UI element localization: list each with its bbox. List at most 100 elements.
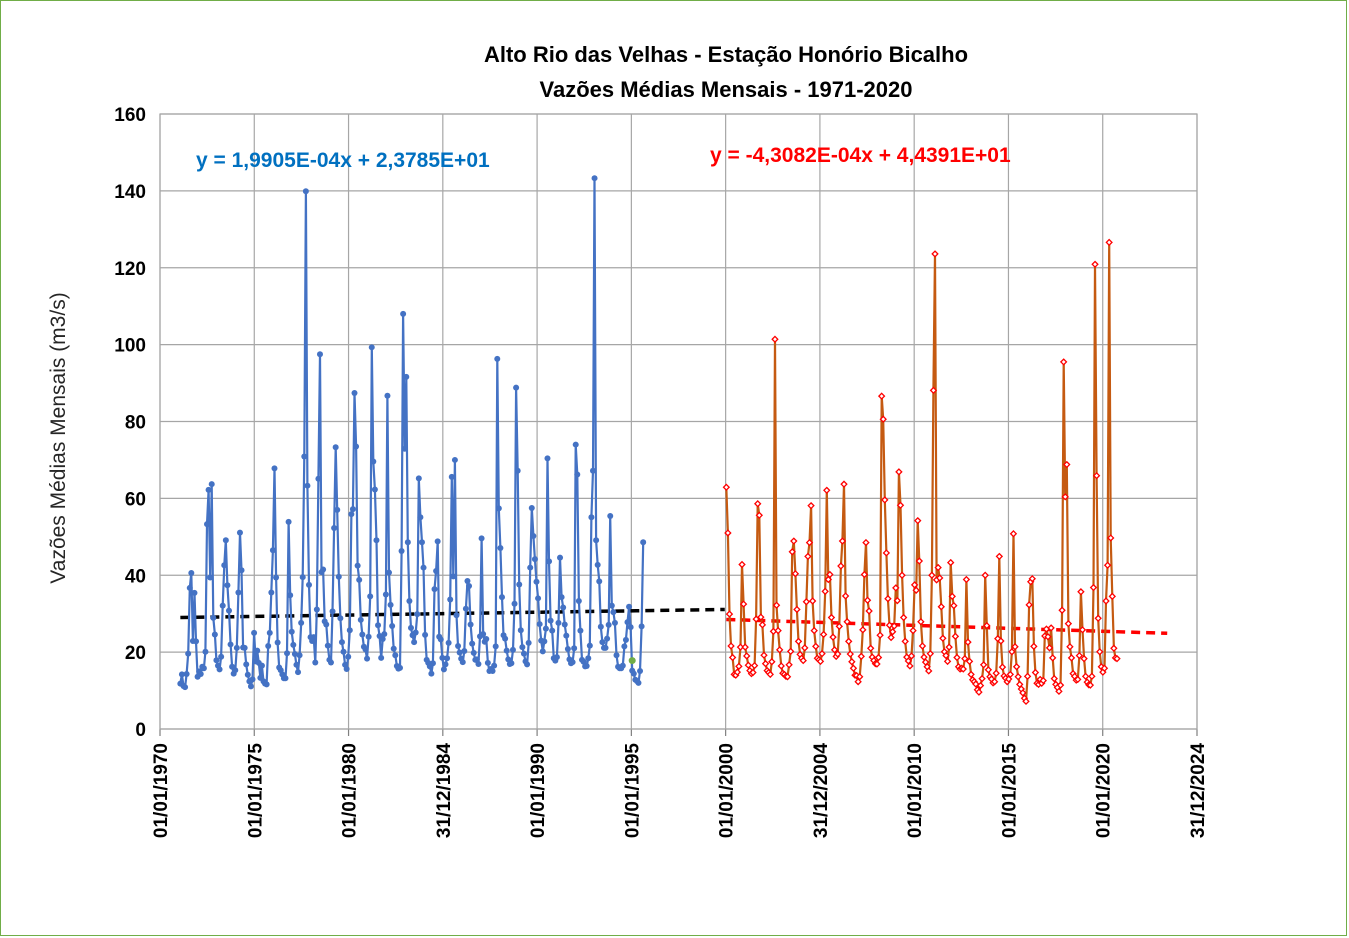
series-1-point [638,623,645,630]
series-2-point [1009,530,1018,538]
x-tick-label: 01/01/2015 [999,743,1020,839]
series-1-point [243,661,250,668]
series-2-point [950,601,958,610]
series-1-point [218,653,225,660]
series-2-point [848,658,856,666]
series-2-point [1066,643,1074,651]
series-2-point [979,661,988,669]
y-tick-label: 80 [125,413,146,434]
series-1-point [310,634,317,641]
series-1-point [440,666,447,673]
series-2-point [1096,648,1104,656]
series-1-point [271,465,278,472]
series-1-point [268,589,275,596]
series-1-point [332,444,339,451]
series-1-point [291,651,298,658]
series-2-point [758,621,767,629]
series-2-point [863,596,872,604]
series-1-point [530,533,537,540]
series-1-point [461,647,468,654]
series-1-point [340,648,347,655]
series-1-point [464,578,471,585]
series-1-point [269,547,276,554]
series-1-point [613,652,620,659]
series-2-point [854,678,862,686]
series-1-point [561,621,568,628]
series-2-point [1061,493,1069,501]
series-2-point [728,653,737,662]
series-1-point [605,621,612,628]
series-1-point [188,569,195,576]
series-1-point [200,665,207,672]
series-1-point [244,671,251,678]
series-1-point [207,574,214,581]
series-2-point [917,618,925,626]
series-1-point [266,629,273,636]
series-2-point [946,558,955,567]
series-1-point [450,573,457,580]
series-2-point [771,335,779,343]
series-2-point [818,649,826,658]
series-2-point [1056,681,1065,689]
series-1-point [312,659,319,666]
series-1-point [284,650,291,657]
series-2-point [855,673,864,681]
series-1-point [305,581,312,588]
series-1-point [357,616,364,623]
series-2-point [837,562,845,570]
series-2-point [1081,672,1090,681]
series-1-point [637,667,644,674]
series-2-point [1075,651,1084,660]
series-1-point [467,621,474,628]
series-1-point [497,544,504,551]
series-2-point [739,600,748,608]
series-2-point [1059,358,1068,366]
series-1-point [422,631,429,638]
series-2-point [824,575,833,584]
series-1-line [179,177,645,689]
series-1-point [185,650,192,657]
series-1-point [542,625,549,632]
series-2-point [766,670,774,679]
series-1-point [353,443,360,450]
series-1-point [211,631,218,638]
series-1-point [456,649,463,656]
series-2-point [1067,654,1076,662]
chart-subtitle: Vazões Médias Mensais - 1971-2020 [540,77,913,102]
series-group [177,175,1121,706]
series-1-point [236,529,243,536]
series-1-point [392,652,399,659]
series-1-point [415,475,422,482]
series-1-point [287,592,294,599]
series-2-point [1094,614,1102,623]
series-1-point [437,636,444,643]
series-2-point [816,657,825,666]
series-2-point [841,592,850,600]
series-2-line [725,241,1118,703]
series-2-point [1022,697,1030,706]
series-1-point [251,629,258,636]
y-tick-label: 100 [114,336,146,357]
series-2-point [967,670,975,679]
series-1-point [371,486,378,493]
series-1-point [475,661,482,668]
series-1-point [384,392,391,399]
series-2-point [830,646,839,654]
series-2-point [805,538,814,547]
series-2-point [915,557,924,565]
series-2-point [1044,633,1052,641]
highlight-point [628,657,636,665]
series-1-point [469,640,476,647]
series-1-point [411,639,418,646]
series-1-point [420,564,427,571]
y-tick-label: 140 [114,182,146,203]
series-2-point [1092,471,1101,480]
series-2-point [1088,672,1096,681]
series-2-point [804,552,812,561]
series-1-point [525,639,532,646]
series-1-point [560,604,567,611]
series-2-point [1100,664,1109,672]
series-1-point [379,636,386,643]
series-2-point [727,642,735,650]
